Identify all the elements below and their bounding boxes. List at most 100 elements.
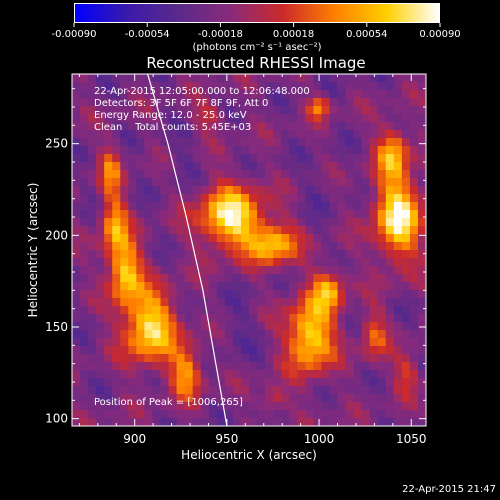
heatmap-cell — [257, 194, 266, 203]
heatmap-cell — [377, 170, 387, 179]
heatmap-cell — [120, 282, 129, 291]
heatmap-cell — [184, 90, 194, 99]
heatmap-cell — [393, 194, 403, 203]
heatmap-cell — [409, 138, 419, 147]
heatmap-cell — [240, 410, 250, 419]
heatmap-cell — [192, 186, 202, 195]
heatmap-cell — [216, 210, 226, 219]
heatmap-cell — [297, 410, 306, 419]
heatmap-cell — [128, 178, 137, 187]
heatmap-cell — [265, 202, 274, 211]
heatmap-cell — [313, 306, 322, 315]
heatmap-cell — [305, 330, 314, 339]
heatmap-cell — [120, 122, 129, 131]
heatmap-cell — [345, 410, 354, 419]
heatmap-cell — [192, 234, 202, 243]
heatmap-cell — [80, 402, 89, 411]
heatmap-cell — [329, 234, 338, 243]
heatmap-cell — [377, 314, 387, 323]
heatmap-cell — [168, 194, 177, 203]
heatmap-cell — [104, 98, 113, 107]
heatmap-cell — [160, 418, 169, 426]
heatmap-cell — [152, 282, 161, 291]
heatmap-cell — [377, 154, 387, 163]
heatmap-cell — [321, 162, 330, 171]
heatmap-cell — [240, 234, 250, 243]
heatmap-cell — [353, 226, 363, 235]
heatmap-cell — [72, 298, 81, 307]
heatmap-cell — [417, 82, 426, 91]
heatmap-cell — [184, 274, 194, 283]
heatmap-cell — [313, 178, 322, 187]
heatmap-cell — [313, 298, 322, 307]
heatmap-cell — [144, 178, 153, 187]
heatmap-cell — [208, 258, 218, 267]
heatmap-cell — [249, 282, 258, 291]
heatmap-cell — [313, 194, 322, 203]
heatmap-cell — [313, 354, 322, 363]
heatmap-cell — [313, 394, 322, 403]
heatmap-cell — [96, 370, 105, 379]
heatmap-cell — [281, 154, 290, 163]
heatmap-cell — [208, 194, 218, 203]
heatmap-cell — [224, 122, 234, 131]
heatmap-cell — [112, 194, 121, 203]
colorbar-unit-label: (photons cm⁻² s⁻¹ asec⁻²) — [192, 42, 321, 53]
heatmap-cell — [96, 362, 105, 371]
heatmap-cell — [184, 346, 194, 355]
heatmap-cell — [257, 266, 266, 275]
heatmap-cell — [353, 138, 363, 147]
heatmap-cell — [385, 106, 395, 115]
heatmap-cell — [120, 146, 129, 155]
heatmap-cell — [112, 146, 121, 155]
heatmap-cell — [88, 354, 97, 363]
heatmap-cell — [112, 282, 121, 291]
heatmap-cell — [329, 186, 338, 195]
heatmap-cell — [289, 146, 298, 155]
heatmap-cell — [80, 322, 89, 331]
heatmap-cell — [72, 250, 81, 259]
heatmap-cell — [265, 98, 274, 107]
heatmap-cell — [240, 202, 250, 211]
heatmap-cell — [377, 346, 387, 355]
heatmap-cell — [208, 330, 218, 339]
heatmap-cell — [168, 370, 177, 379]
heatmap-cell — [216, 226, 226, 235]
heatmap-cell — [337, 418, 346, 426]
heatmap-cell — [128, 370, 137, 379]
heatmap-cell — [168, 274, 177, 283]
heatmap-cell — [128, 338, 137, 347]
heatmap-cell — [417, 74, 426, 83]
heatmap-cell — [249, 378, 258, 387]
heatmap-cell — [200, 242, 210, 251]
heatmap-cell — [176, 386, 186, 395]
heatmap-cell — [152, 258, 161, 267]
heatmap-cell — [80, 74, 89, 83]
heatmap-cell — [257, 378, 266, 387]
heatmap-cell — [208, 386, 218, 395]
heatmap-cell — [104, 170, 113, 179]
heatmap-cell — [393, 394, 403, 403]
heatmap-cell — [80, 154, 89, 163]
heatmap-cell — [265, 418, 274, 426]
heatmap-cell — [216, 186, 226, 195]
colorbar-tick-label: -0.00090 — [52, 29, 97, 40]
heatmap-cell — [128, 378, 137, 387]
heatmap-cell — [257, 146, 266, 155]
heatmap-cell — [136, 250, 145, 259]
heatmap-cell — [144, 210, 153, 219]
x-tick-label: 1050 — [396, 432, 427, 446]
heatmap-cell — [136, 258, 145, 267]
heatmap-cell — [144, 154, 153, 163]
heatmap-cell — [305, 402, 314, 411]
heatmap-cell — [80, 386, 89, 395]
heatmap-cell — [80, 162, 89, 171]
heatmap-cell — [385, 234, 395, 243]
heatmap-cell — [289, 330, 298, 339]
heatmap-cell — [289, 370, 298, 379]
heatmap-cell — [273, 282, 282, 291]
heatmap-cell — [184, 162, 194, 171]
heatmap-cell — [313, 410, 322, 419]
heatmap-cell — [297, 162, 306, 171]
heatmap-cell — [168, 266, 177, 275]
